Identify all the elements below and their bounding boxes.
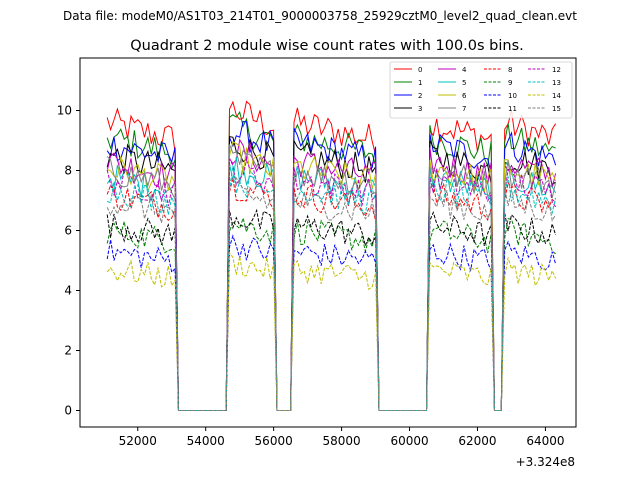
chart-title: Quadrant 2 module wise count rates with … xyxy=(130,38,524,54)
series-line-10 xyxy=(106,234,557,411)
y-axis: 0 2 4 6 8 10 xyxy=(57,104,80,418)
legend-label-6: 6 xyxy=(462,92,467,100)
legend-label-2: 2 xyxy=(418,92,422,100)
series-line-15 xyxy=(106,177,557,411)
x-tick-label: 64000 xyxy=(526,434,564,448)
legend-label-1: 1 xyxy=(418,79,422,87)
x-tick-label: 52000 xyxy=(119,434,157,448)
legend-label-9: 9 xyxy=(508,79,512,87)
x-offset-label: +3.324e8 xyxy=(516,455,575,469)
x-tick-label: 54000 xyxy=(187,434,225,448)
legend-label-15: 15 xyxy=(552,105,561,113)
legend-label-5: 5 xyxy=(462,79,466,87)
legend-label-12: 12 xyxy=(552,66,561,74)
y-tick-label: 4 xyxy=(64,284,72,298)
plot-frame xyxy=(79,57,577,428)
y-tick-label: 10 xyxy=(57,104,72,118)
x-axis: 52000 54000 56000 58000 60000 62000 64000 xyxy=(119,427,565,448)
legend-label-14: 14 xyxy=(552,92,561,100)
x-tick-label: 58000 xyxy=(322,434,360,448)
legend-label-11: 11 xyxy=(508,105,517,113)
x-tick-label: 62000 xyxy=(458,434,496,448)
legend-box xyxy=(389,61,573,119)
x-tick-label: 60000 xyxy=(390,434,428,448)
y-tick-label: 2 xyxy=(64,344,72,358)
legend-label-7: 7 xyxy=(462,105,466,113)
y-tick-label: 0 xyxy=(64,404,72,418)
legend-label-0: 0 xyxy=(418,66,422,74)
legend-label-8: 8 xyxy=(508,66,512,74)
suptitle: Data file: modeM0/AS1T03_214T01_90000037… xyxy=(63,9,577,23)
legend-label-10: 10 xyxy=(508,92,517,100)
series-line-11 xyxy=(106,208,557,411)
legend-label-3: 3 xyxy=(418,105,422,113)
y-tick-label: 8 xyxy=(64,164,72,178)
x-tick-label: 56000 xyxy=(255,434,293,448)
legend-label-13: 13 xyxy=(552,79,561,87)
y-tick-label: 6 xyxy=(64,224,72,238)
legend-label-4: 4 xyxy=(462,66,467,74)
series-layer xyxy=(106,100,557,411)
